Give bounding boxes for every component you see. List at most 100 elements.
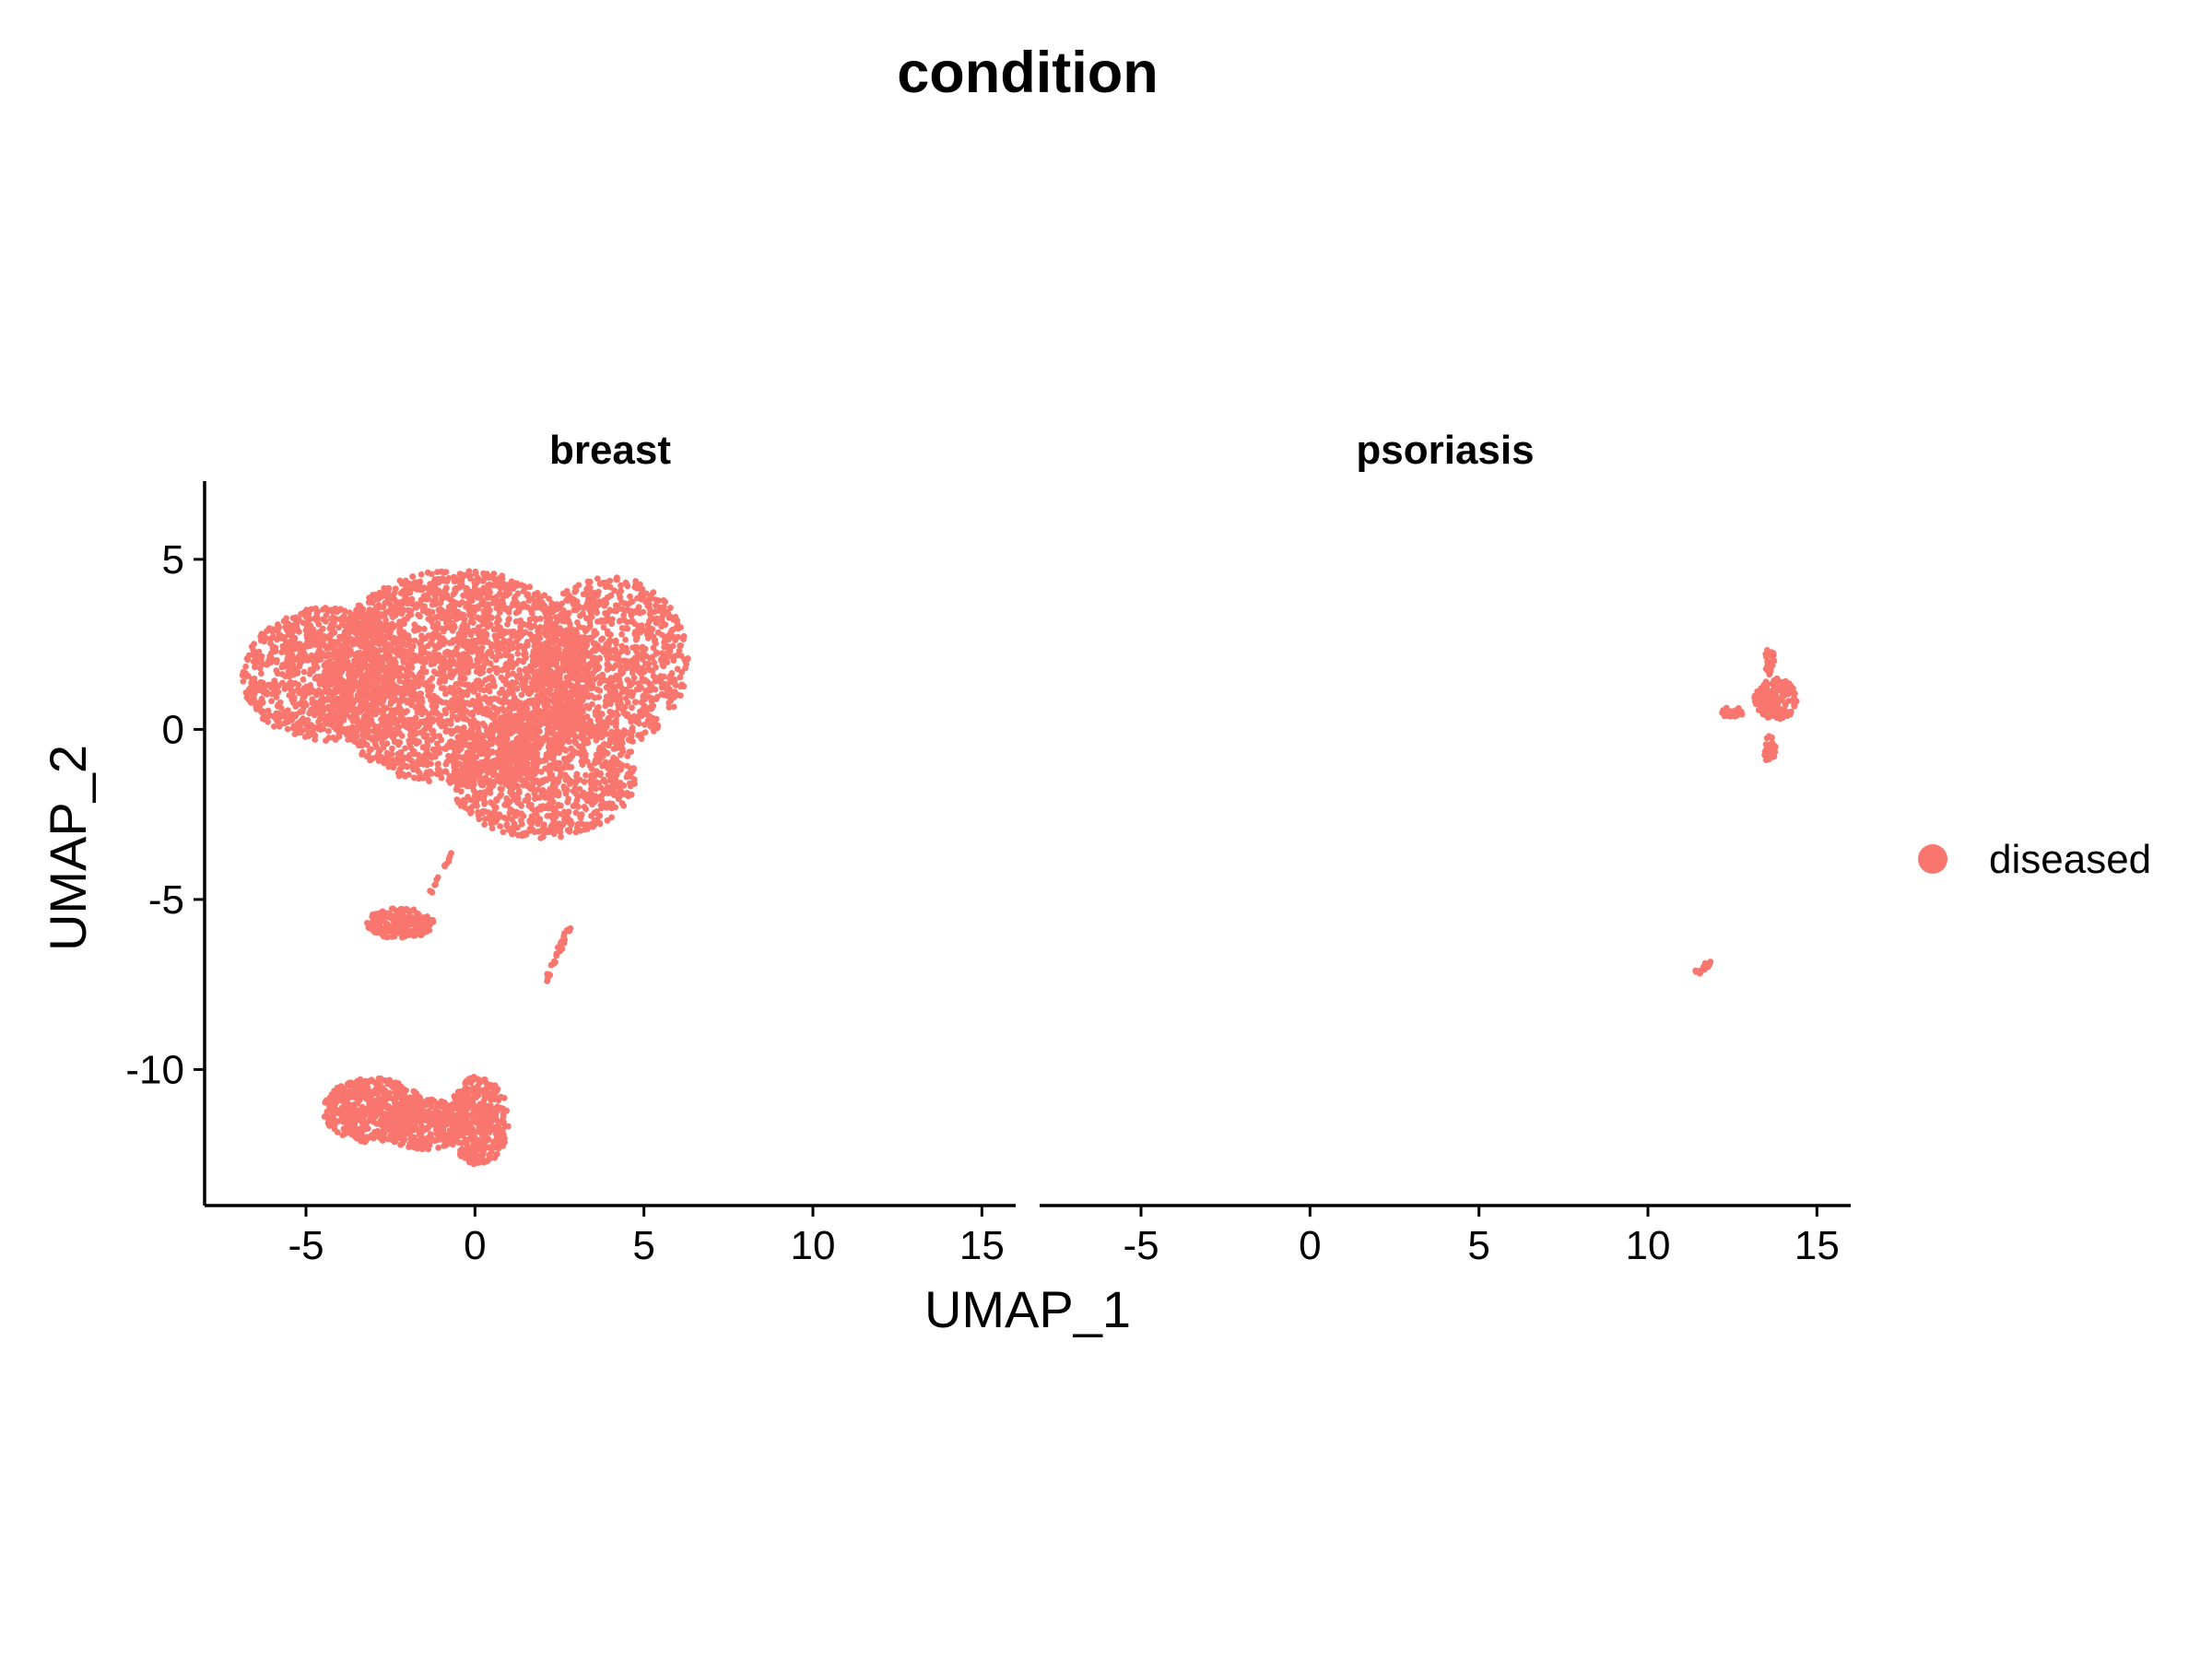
data-point [458, 711, 465, 718]
data-point [441, 707, 449, 713]
data-point [466, 655, 473, 662]
data-point [274, 717, 280, 724]
data-point [613, 709, 619, 716]
data-point [344, 631, 350, 639]
data-point [678, 681, 686, 688]
data-point [435, 589, 442, 596]
data-point [328, 631, 335, 639]
data-point [420, 726, 428, 734]
data-point [441, 577, 448, 584]
data-point [398, 581, 406, 587]
data-point [513, 582, 520, 589]
data-point [543, 676, 550, 682]
data-point [567, 624, 574, 631]
data-point [495, 627, 502, 634]
data-point [524, 639, 531, 645]
data-point [376, 723, 382, 730]
data-point [395, 638, 403, 644]
data-point [365, 599, 372, 606]
data-point [406, 684, 413, 691]
data-point [445, 664, 452, 670]
data-point [301, 693, 308, 700]
data-point [656, 604, 664, 611]
data-point [594, 591, 601, 598]
data-point [403, 762, 410, 770]
data-point [425, 692, 432, 699]
data-point [458, 680, 465, 687]
data-point [547, 620, 554, 628]
data-point [455, 630, 463, 638]
data-point [624, 700, 631, 706]
data-point [374, 616, 382, 623]
data-point [535, 676, 542, 683]
data-point [618, 700, 624, 707]
data-point [406, 586, 414, 593]
data-point [547, 606, 554, 614]
data-point [251, 699, 258, 706]
data-point [482, 657, 489, 664]
data-point [389, 593, 396, 600]
data-point [374, 595, 382, 603]
data-point [609, 665, 617, 672]
data-point [316, 680, 324, 688]
data-point [447, 729, 454, 736]
data-point [363, 741, 371, 748]
data-point [526, 622, 534, 629]
data-point [438, 625, 445, 632]
data-point [491, 632, 499, 640]
data-point [312, 615, 320, 621]
data-point [434, 761, 441, 768]
data-point [402, 745, 408, 752]
data-point [325, 728, 332, 735]
data-point [421, 659, 429, 665]
data-point [354, 721, 361, 727]
data-point [677, 674, 684, 681]
data-point [428, 661, 435, 668]
data-point [442, 690, 449, 698]
data-point [304, 684, 311, 691]
data-point [382, 721, 389, 727]
data-point [636, 712, 643, 719]
data-point [521, 646, 528, 653]
data-point [622, 579, 629, 586]
data-point [398, 733, 406, 739]
data-point [417, 613, 423, 620]
data-point [264, 628, 270, 635]
data-point [428, 571, 435, 578]
data-point [517, 700, 524, 707]
data-point [415, 674, 422, 681]
data-point [392, 659, 399, 666]
data-point [577, 612, 583, 619]
data-point [591, 604, 598, 610]
data-point [509, 683, 516, 690]
data-point [292, 703, 300, 710]
data-point [608, 688, 616, 696]
data-point [631, 620, 639, 628]
data-point [559, 664, 567, 670]
data-point [674, 620, 681, 627]
data-point [664, 633, 671, 640]
data-point [653, 619, 660, 627]
data-point [466, 718, 474, 725]
data-point [331, 671, 338, 678]
data-point [560, 609, 567, 617]
data-point [318, 724, 325, 732]
data-point [603, 599, 609, 606]
data-point [441, 587, 449, 594]
data-point [464, 584, 470, 592]
data-point [396, 677, 404, 685]
data-point [486, 587, 493, 594]
data-point [531, 697, 537, 704]
data-point [433, 656, 441, 663]
data-point [612, 646, 619, 653]
data-point [396, 766, 404, 773]
data-point [270, 689, 277, 696]
data-point [646, 601, 653, 608]
data-point [581, 634, 588, 641]
data-point [335, 705, 343, 712]
data-point [511, 595, 518, 603]
data-point [366, 641, 372, 648]
data-point [507, 700, 514, 706]
data-point [567, 650, 573, 657]
data-point [502, 652, 510, 659]
